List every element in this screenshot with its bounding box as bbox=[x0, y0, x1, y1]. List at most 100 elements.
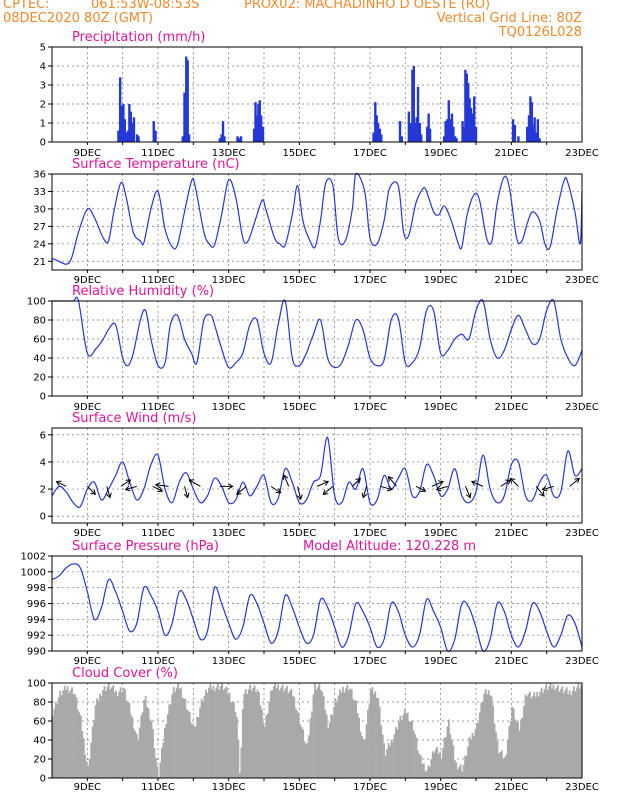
precip-bar bbox=[220, 134, 223, 142]
precip-bar bbox=[380, 134, 383, 142]
cloud-bar bbox=[56, 704, 59, 778]
cloud-bar bbox=[228, 692, 231, 778]
wind-vector bbox=[219, 483, 234, 490]
cloud-bar bbox=[118, 691, 121, 778]
cloud-bar bbox=[567, 693, 570, 778]
cloud-bar bbox=[66, 686, 69, 778]
cloud-bar bbox=[286, 685, 288, 778]
precip-panel: 0 1 2 3 4 5 9DEC 11DEC 13DEC 15DEC 17DEC 19DEC 21DEC… bbox=[40, 30, 599, 159]
cloud-bar bbox=[266, 713, 269, 778]
cloud-bar bbox=[403, 709, 406, 778]
cloud-bar bbox=[484, 689, 487, 778]
cloud-bar bbox=[205, 689, 207, 778]
cloud-xtick-label: 23DEC bbox=[565, 782, 599, 793]
cloud-bar bbox=[436, 747, 439, 778]
cloud-bar bbox=[52, 715, 54, 778]
cloud-bar bbox=[269, 690, 272, 778]
wind-series-line bbox=[51, 436, 583, 508]
cloud-bar bbox=[90, 742, 93, 778]
cloud-bar bbox=[524, 694, 527, 778]
cloud-bar bbox=[478, 712, 481, 778]
wind-vector bbox=[509, 477, 519, 487]
wind-xtick-label: 19DEC bbox=[424, 528, 458, 539]
cloud-bar bbox=[450, 739, 453, 778]
precip-bar bbox=[513, 124, 517, 142]
cloud-bar bbox=[470, 739, 472, 778]
precip-bar bbox=[375, 115, 378, 142]
precip-ytick-label: 1 bbox=[40, 119, 46, 130]
cloud-bar bbox=[75, 697, 78, 778]
cloud-bar bbox=[520, 719, 522, 778]
cloud-bar bbox=[576, 687, 578, 778]
precip-bar bbox=[469, 107, 473, 142]
precip-xtick-label: 19DEC bbox=[424, 148, 458, 159]
cloud-bar bbox=[124, 689, 126, 778]
cloud-bar bbox=[143, 699, 146, 778]
cloud-bar bbox=[523, 706, 525, 778]
cloud-bar bbox=[502, 758, 505, 778]
cloud-bar bbox=[453, 760, 456, 778]
wind-vector bbox=[435, 485, 448, 492]
pressure-ytick-label: 994 bbox=[27, 615, 46, 626]
cloud-bar bbox=[542, 692, 545, 778]
temp-panel: 21 24 27 30 33 36 9DEC 11DEC 13DEC 15DEC 17DEC 19DE… bbox=[33, 157, 599, 286]
wind-ytick-label: 4 bbox=[40, 457, 46, 468]
cloud-bar bbox=[278, 690, 281, 778]
cloud-bar bbox=[461, 771, 464, 778]
cloud-bar bbox=[347, 690, 350, 778]
cloud-bar bbox=[236, 716, 238, 778]
precip-bar bbox=[428, 128, 432, 142]
wind-vector bbox=[86, 486, 97, 496]
temp-frame bbox=[51, 173, 583, 271]
cloud-bar bbox=[259, 705, 262, 778]
cloud-bar bbox=[506, 740, 509, 778]
cloud-bar bbox=[418, 753, 421, 778]
cloud-bar bbox=[530, 698, 533, 778]
cloud-bar bbox=[434, 749, 437, 778]
precip-bar bbox=[411, 69, 414, 142]
cloud-bar bbox=[264, 726, 266, 778]
cloud-bar bbox=[489, 695, 492, 778]
cloud-panel: 0 20 40 60 80 100 9DEC 11DEC 13DEC 15DEC 17DEC 19DE… bbox=[27, 666, 599, 793]
precip-bar bbox=[374, 102, 377, 142]
cloud-bar bbox=[212, 685, 215, 778]
pressure-series-line bbox=[51, 563, 583, 652]
cloud-bar bbox=[549, 683, 552, 778]
precip-bar bbox=[452, 126, 455, 142]
cloud-ytick-label: 40 bbox=[33, 736, 46, 747]
cloud-bar bbox=[343, 692, 346, 778]
rh-ytick-label: 40 bbox=[33, 354, 46, 365]
precip-bar bbox=[443, 136, 446, 142]
cloud-xtick-label: 15DEC bbox=[282, 782, 316, 793]
cloud-bar bbox=[377, 697, 380, 778]
cloud-bar bbox=[539, 691, 542, 778]
pressure-grid bbox=[52, 556, 582, 651]
precip-bar bbox=[464, 69, 467, 142]
cloud-bar bbox=[368, 704, 371, 778]
cloud-bar bbox=[190, 723, 193, 778]
cloud-bar bbox=[249, 684, 252, 778]
cloud-bar bbox=[146, 706, 148, 778]
cloud-bar bbox=[132, 728, 135, 778]
cloud-bar bbox=[405, 713, 408, 778]
cloud-bar bbox=[221, 683, 224, 778]
rh-grid bbox=[52, 301, 582, 396]
cloud-bar bbox=[243, 693, 246, 778]
cloud-bar bbox=[573, 686, 575, 778]
cloud-bar bbox=[421, 764, 424, 778]
cloud-bar bbox=[78, 712, 81, 778]
precip-bar bbox=[453, 136, 457, 142]
wind-vector bbox=[361, 486, 368, 499]
cloud-bar bbox=[128, 703, 131, 778]
precip-bar bbox=[418, 123, 422, 142]
wind-vector bbox=[535, 486, 545, 497]
temp-ytick-label: 33 bbox=[33, 187, 46, 198]
cloud-bar bbox=[222, 689, 225, 778]
cloud-bar bbox=[166, 714, 169, 778]
wind-xtick-label: 21DEC bbox=[494, 528, 528, 539]
cloud-bar bbox=[181, 697, 184, 778]
cloud-bar bbox=[487, 690, 490, 778]
precip-bar bbox=[137, 136, 140, 142]
cloud-bar bbox=[265, 715, 268, 778]
wind-vector bbox=[154, 482, 169, 489]
